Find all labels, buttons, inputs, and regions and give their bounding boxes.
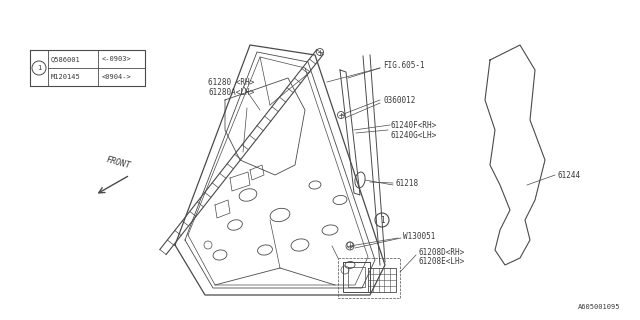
Text: 61218: 61218 [395, 179, 418, 188]
Text: 61240G<LH>: 61240G<LH> [390, 131, 436, 140]
Text: 61240F<RH>: 61240F<RH> [390, 121, 436, 130]
Text: 61244: 61244 [558, 171, 581, 180]
Text: <-0903>: <-0903> [102, 56, 131, 62]
Text: Q586001: Q586001 [51, 56, 81, 62]
Text: M120145: M120145 [51, 74, 81, 80]
Text: 61280A<LH>: 61280A<LH> [208, 87, 254, 97]
Text: 61280 <RH>: 61280 <RH> [208, 77, 254, 86]
Text: 1: 1 [380, 215, 384, 225]
Text: A605001095: A605001095 [577, 304, 620, 310]
Text: 61208D<RH>: 61208D<RH> [418, 247, 464, 257]
Text: 0360012: 0360012 [383, 95, 415, 105]
Text: 61208E<LH>: 61208E<LH> [418, 258, 464, 267]
Text: FRONT: FRONT [105, 155, 131, 170]
Text: W130051: W130051 [403, 231, 435, 241]
Text: <0904->: <0904-> [102, 74, 131, 80]
Text: FIG.605-1: FIG.605-1 [383, 60, 424, 69]
Text: 1: 1 [37, 65, 41, 71]
